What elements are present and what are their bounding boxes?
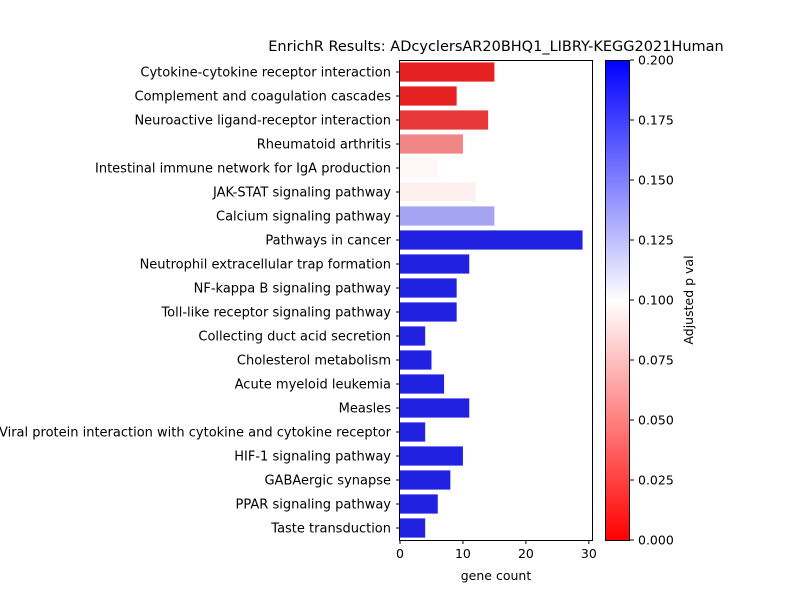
bar: [400, 326, 426, 346]
category-label: JAK-STAT signaling pathway: [212, 186, 391, 201]
colorbar-tick-label: 0.100: [638, 293, 674, 308]
colorbar-tick-label: 0.025: [638, 473, 674, 488]
category-label: Neutrophil extracellular trap formation: [140, 258, 391, 273]
category-label: GABAergic synapse: [264, 474, 391, 489]
category-label: Cytokine-cytokine receptor interaction: [140, 66, 391, 81]
bar: [400, 62, 495, 82]
x-tick-label: 30: [581, 546, 597, 561]
colorbar-tick-label: 0.075: [638, 353, 674, 368]
bar: [400, 134, 463, 154]
plot-frame: [399, 60, 593, 541]
bar: [400, 206, 495, 226]
category-label: Collecting duct acid secretion: [198, 330, 391, 345]
bar: [400, 350, 432, 370]
bar: [400, 518, 426, 538]
chart-title: EnrichR Results: ADcyclersAR20BHQ1_LIBRY…: [268, 39, 723, 55]
bar: [400, 398, 470, 418]
bar: [400, 302, 457, 322]
x-tick-label: 0: [396, 546, 404, 561]
x-axis-label: gene count: [461, 568, 532, 583]
colorbar-axis: 0.000 0.025 0.050 0.075 0.100 0.125 0.150 0.175…: [630, 53, 674, 548]
category-label: Viral protein interaction with cytokine …: [0, 426, 392, 441]
category-label: Rheumatoid arthritis: [257, 138, 391, 153]
category-label: Complement and coagulation cascades: [135, 90, 392, 105]
category-label: HIF-1 signaling pathway: [234, 450, 391, 465]
category-label: NF-kappa B signaling pathway: [194, 282, 392, 297]
x-tick-label: 20: [518, 546, 534, 561]
colorbar-tick-label: 0.000: [638, 533, 674, 548]
category-label: Acute myeloid leukemia: [235, 378, 391, 393]
bar: [400, 446, 463, 466]
bar: [400, 422, 426, 442]
category-label: Cholesterol metabolism: [237, 354, 391, 369]
x-tick-label: 10: [455, 546, 471, 561]
colorbar-tick-label: 0.175: [638, 113, 674, 128]
bar: [400, 86, 457, 106]
colorbar-tick-label: 0.050: [638, 413, 674, 428]
colorbar-tick-label: 0.150: [638, 173, 674, 188]
colorbar-tick-label: 0.200: [638, 53, 674, 68]
category-label: Neuroactive ligand-receptor interaction: [134, 114, 391, 129]
category-label: Pathways in cancer: [265, 234, 391, 249]
category-label: PPAR signaling pathway: [236, 498, 392, 513]
category-label: Calcium signaling pathway: [216, 210, 391, 225]
colorbar: [605, 60, 630, 541]
bar: [400, 374, 445, 394]
bar: [400, 278, 457, 298]
category-labels: Cytokine-cytokine receptor interaction Co…: [0, 66, 400, 537]
colorbar-tick-label: 0.125: [638, 233, 674, 248]
x-axis: 0 10 20 30: [396, 540, 597, 561]
colorbar-label: Adjusted p val: [681, 255, 696, 344]
category-label: Taste transduction: [270, 522, 391, 537]
category-label: Toll-like receptor signaling pathway: [160, 306, 391, 321]
bar: [400, 230, 583, 250]
bar: [400, 182, 476, 202]
bar: [400, 110, 489, 130]
bar: [400, 470, 451, 490]
bar: [400, 158, 438, 178]
bar: [400, 254, 470, 274]
bar-group: [400, 62, 583, 538]
bar: [400, 494, 438, 514]
category-label: Measles: [339, 402, 392, 417]
category-label: Intestinal immune network for IgA produc…: [95, 162, 391, 177]
